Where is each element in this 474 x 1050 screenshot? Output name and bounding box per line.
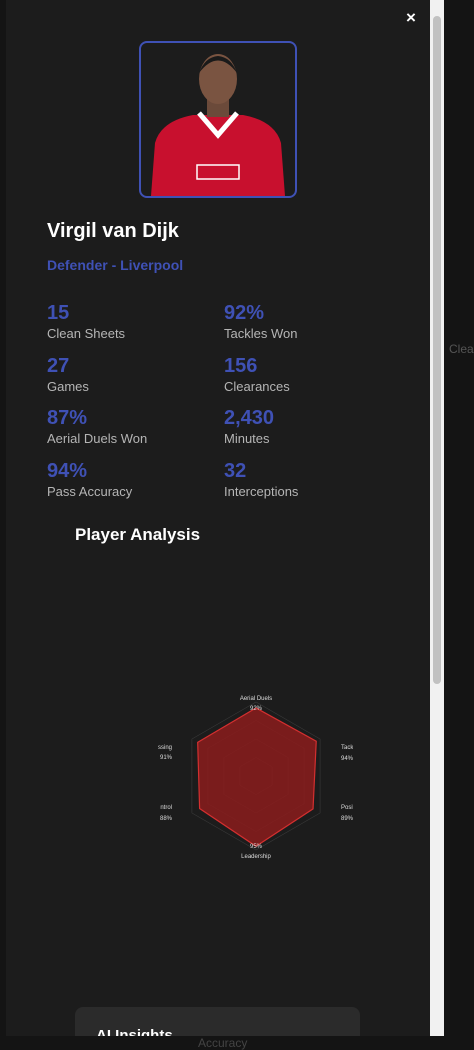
insights-card: AI Insights — [75, 1007, 360, 1036]
radar-value-label: 89% — [341, 816, 353, 822]
photo-illustration — [151, 54, 285, 196]
stat-value: 156 — [224, 354, 258, 377]
radar-axis-label: ntrol — [160, 805, 172, 811]
stat-label: Games — [47, 378, 89, 394]
player-modal: Virgil van Dijk Defender - Liverpool Pla… — [6, 0, 430, 1036]
radar-area — [197, 707, 317, 848]
radar-chart: Aerial Duels 92% Tackl 94% Posit 89% Leadershi… — [158, 696, 353, 860]
stat-label: Pass Accuracy — [47, 484, 133, 500]
radar-axis-label: ssing — [158, 745, 172, 751]
stat-value: 94% — [47, 460, 88, 483]
player-name: Virgil van Dijk — [47, 220, 179, 242]
player-photo — [139, 41, 297, 198]
stat-value: 87% — [47, 407, 88, 430]
stat-label: Tackles Won — [224, 326, 298, 341]
stat-label: Clearances — [224, 378, 290, 394]
stat-label: Aerial Duels Won — [47, 431, 148, 447]
radar-grid — [191, 701, 321, 851]
radar-value-label: 91% — [160, 755, 173, 761]
background-text: Accuracy — [198, 1036, 248, 1050]
stat-value: 15 — [47, 302, 70, 324]
scrollbar-track — [430, 0, 444, 1036]
background-text: Clea — [449, 342, 474, 356]
scrollbar-thumb[interactable] — [433, 16, 441, 684]
insights-title: AI Insights — [96, 1027, 173, 1036]
radar-axis-label: Posit — [341, 805, 353, 811]
radar-axis-label: Leadership — [241, 854, 271, 860]
player-role: Defender - Liverpool — [47, 257, 184, 273]
section-title: Player Analysis — [75, 525, 201, 544]
radar-value-label: 88% — [160, 816, 173, 822]
stat-label: Clean Sheets — [47, 326, 126, 341]
stat-value: 27 — [47, 354, 70, 377]
radar-axis-label: Tackl — [341, 745, 353, 751]
radar-value-label: 95% — [250, 844, 263, 850]
radar-axis-label: Aerial Duels — [240, 696, 272, 702]
radar-value-label: 92% — [250, 706, 263, 712]
stat-value: 2,430 — [224, 407, 275, 430]
close-button[interactable]: × — [406, 8, 416, 27]
radar-value-label: 94% — [341, 756, 353, 762]
stat-value: 92% — [224, 302, 265, 324]
stat-label: Interceptions — [224, 484, 299, 500]
stat-value: 32 — [224, 460, 247, 483]
stat-label: Minutes — [224, 431, 270, 447]
